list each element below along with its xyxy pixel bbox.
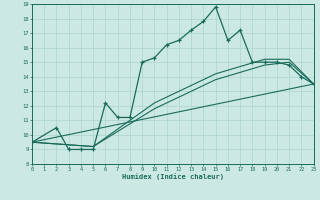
- X-axis label: Humidex (Indice chaleur): Humidex (Indice chaleur): [122, 173, 224, 180]
